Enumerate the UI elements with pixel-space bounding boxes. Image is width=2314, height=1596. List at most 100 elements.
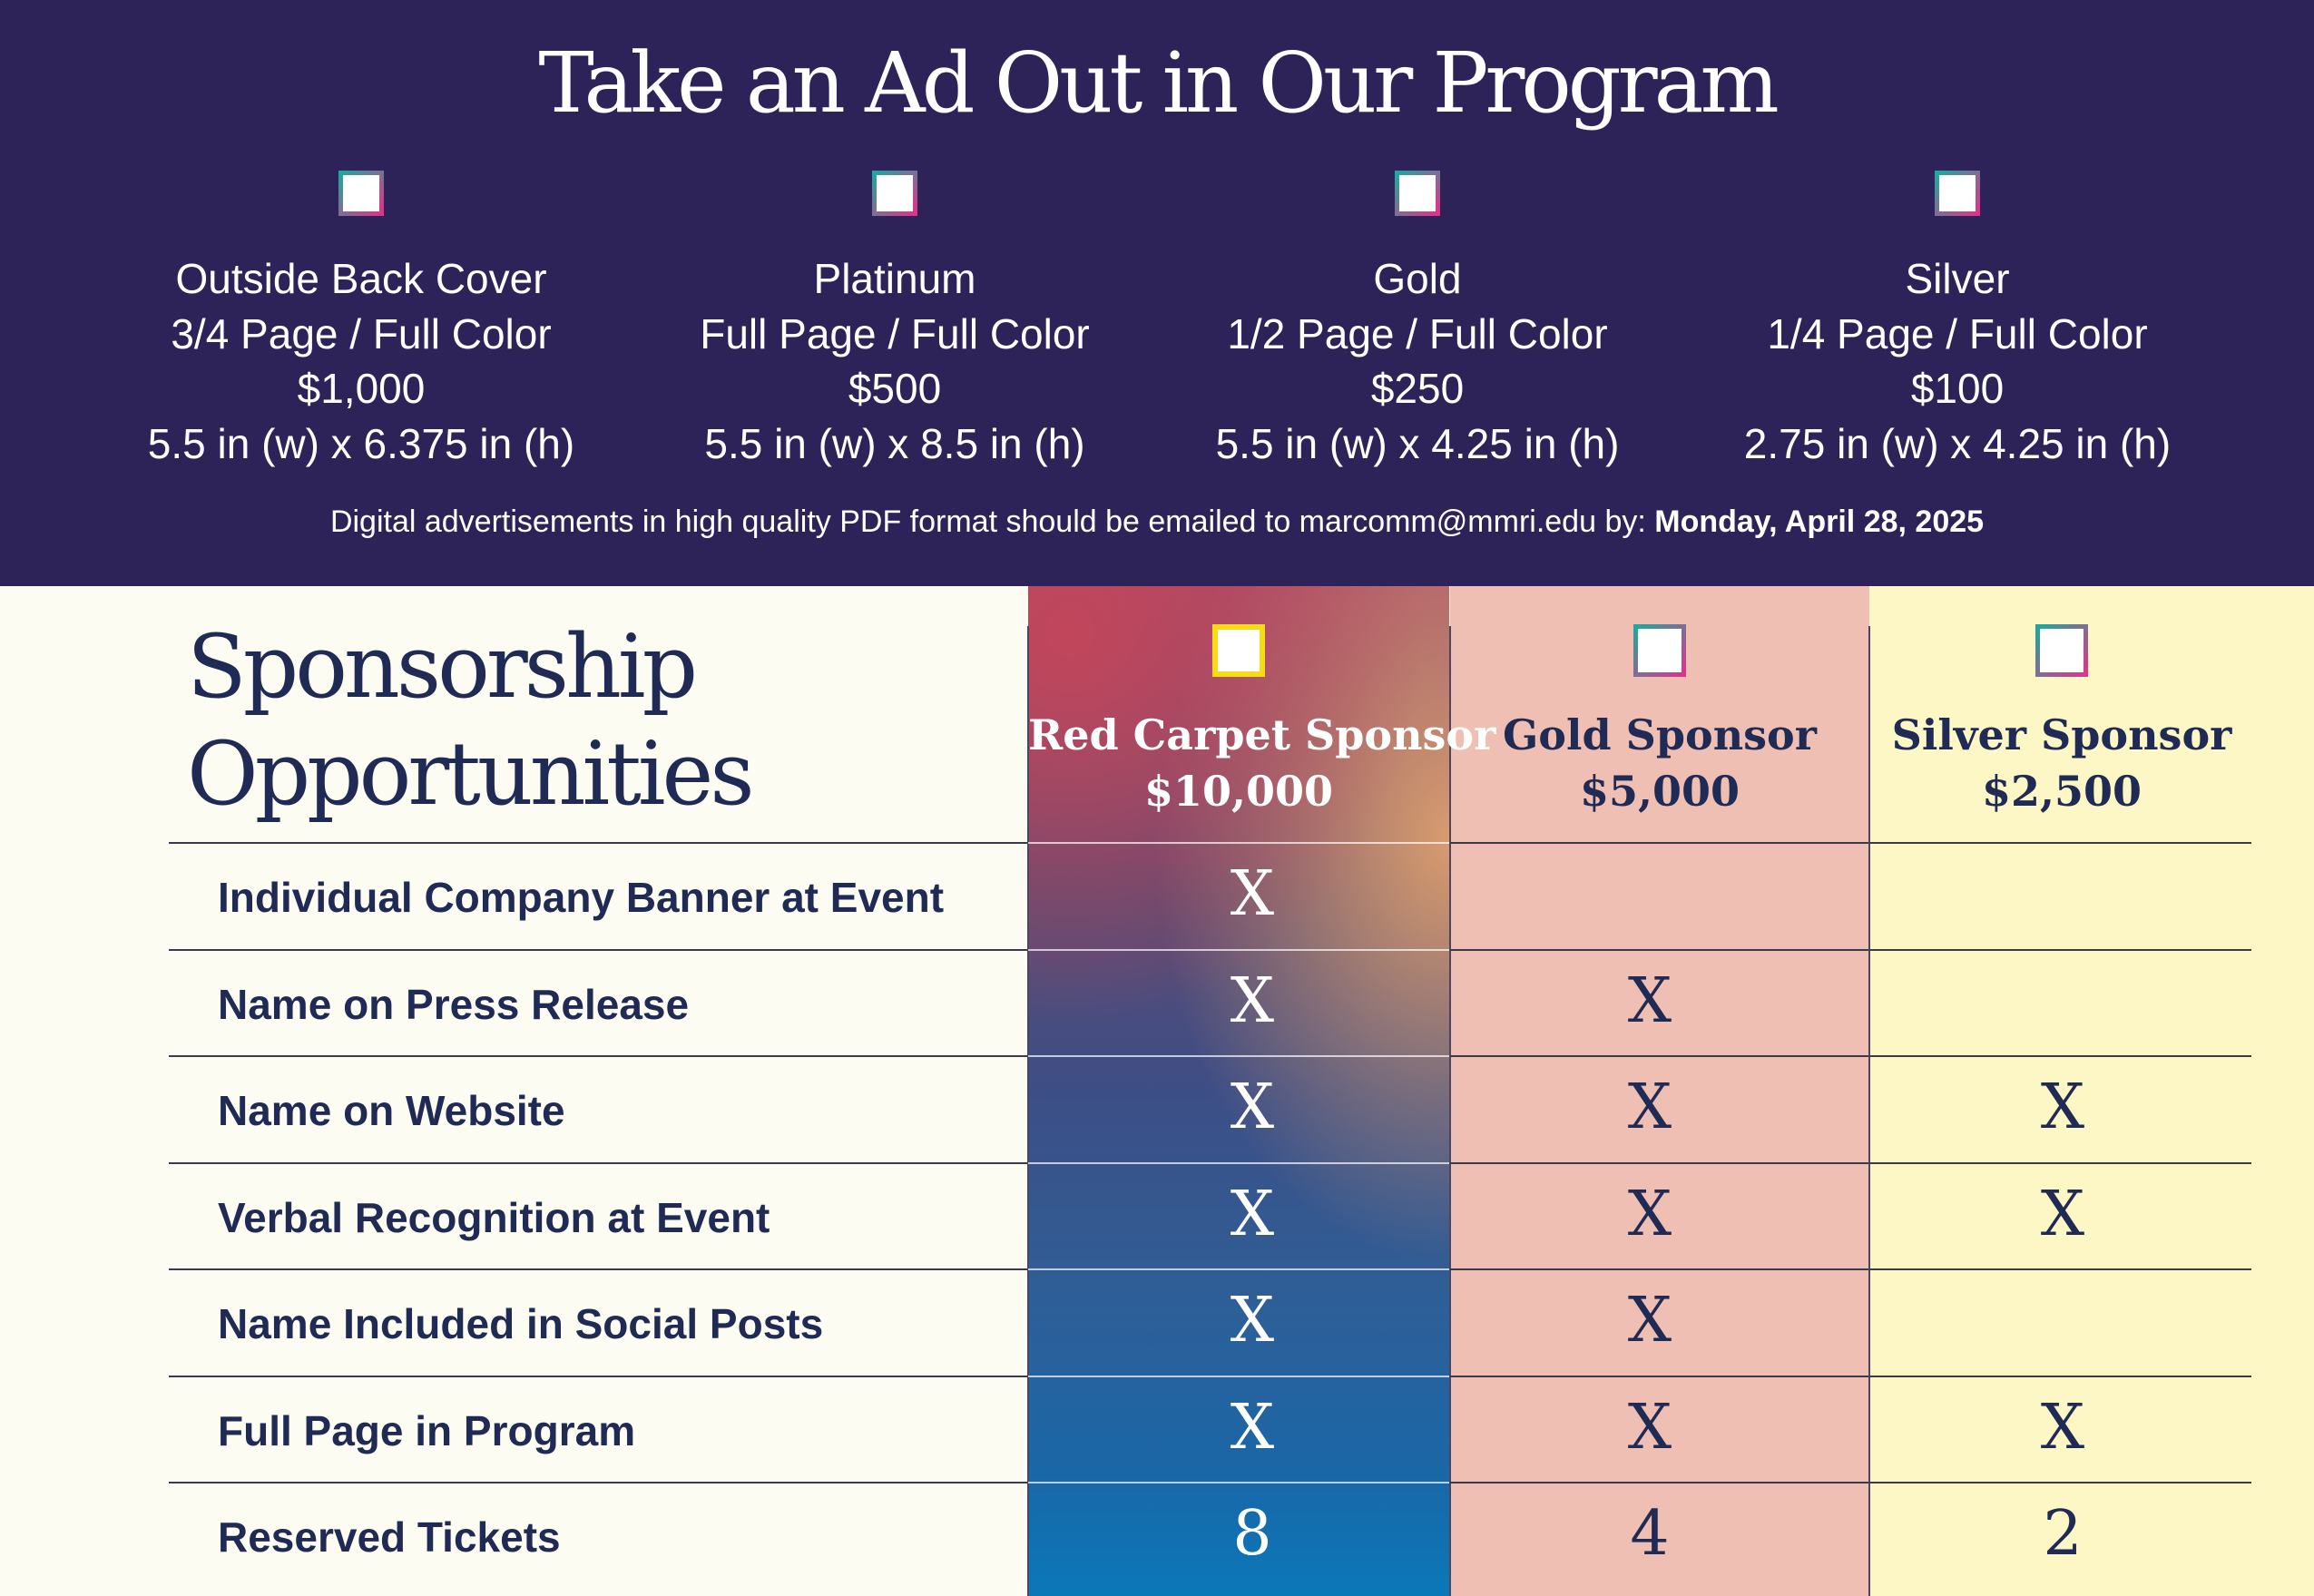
row-divider [169,1055,1027,1057]
benefit-cell: X [1627,1178,1672,1250]
benefit-cell: 8 [1232,1498,1272,1570]
ad-option-size: Full Page / Full Color [700,309,1090,357]
row-divider [1869,948,2251,951]
submission-note-text: Digital advertisements in high quality P… [329,504,1655,539]
submission-deadline: Monday, April 28, 2025 [1654,504,1985,539]
benefit-label: Verbal Recognition at Event [218,1193,770,1241]
row-divider [169,1375,1027,1377]
benefit-cell: 2 [2043,1498,2083,1570]
ad-option-silver: Silver 1/4 Page / Full Color $100 2.75 i… [1703,171,2211,471]
row-divider [1450,1161,1868,1164]
benefit-cell: X [1627,964,1672,1037]
row-divider [169,1161,1027,1164]
ad-option-checkbox[interactable] [1935,171,1980,216]
benefit-cell: X [1230,858,1275,930]
benefit-cell: X [1627,1391,1672,1464]
benefit-cell: X [1627,1285,1672,1356]
row-divider [1028,1161,1449,1164]
row-divider [1869,1375,2251,1377]
row-divider [1028,948,1449,951]
ad-option-name: Outside Back Cover [175,255,547,302]
ad-option-checkbox[interactable] [338,171,384,216]
ad-option-size: 3/4 Page / Full Color [171,309,552,357]
benefit-cell: X [1230,1285,1275,1356]
benefit-cell: X [1230,1178,1275,1250]
ad-section-title: Take an Ad Out in Our Program [538,34,1779,132]
row-divider [1028,1375,1449,1377]
ad-option-gold: Gold 1/2 Page / Full Color $250 5.5 in (… [1163,171,1672,471]
benefit-cell: X [1230,1072,1275,1143]
ad-option-dimensions: 5.5 in (w) x 8.5 in (h) [704,419,1085,467]
column-divider [1449,626,1451,1596]
silver-column [1869,586,2314,1596]
submission-note: Digital advertisements in high quality P… [0,504,2314,540]
benefit-cell: X [2040,1072,2085,1143]
ad-option-platinum: Platinum Full Page / Full Color $500 5.5… [641,171,1149,471]
tier-checkbox[interactable] [1633,624,1686,677]
row-divider [1450,1375,1868,1377]
row-divider [1450,1268,1868,1270]
tier-name: Red Carpet Sponsor [1028,710,1496,759]
ad-option-size: 1/4 Page / Full Color [1767,309,2148,357]
ad-option-name: Gold [1373,255,1462,302]
row-divider [1869,1268,2251,1270]
ad-option-price: $100 [1910,365,2005,412]
tier-name: Silver Sponsor [1891,710,2232,759]
tier-red-carpet: Red Carpet Sponsor $10,000 [1028,624,1496,819]
row-divider [1028,1268,1449,1270]
benefit-label: Full Page in Program [218,1406,636,1454]
tier-checkbox[interactable] [2035,624,2088,677]
benefit-cell: X [1230,1391,1275,1464]
tier-name: Gold Sponsor [1503,710,1817,759]
benefit-cell: 4 [1630,1498,1670,1570]
red-carpet-column [1028,586,1449,1596]
column-divider [1868,626,1870,1596]
row-divider [1028,1482,1449,1483]
row-divider [1869,1055,2251,1057]
benefit-label: Individual Company Banner at Event [218,874,945,921]
tier-checkbox[interactable] [1212,624,1265,677]
ad-option-checkbox[interactable] [1395,171,1440,216]
tier-price: $2,500 [1981,767,2142,816]
benefit-label: Name on Website [218,1087,565,1134]
ad-option-dimensions: 2.75 in (w) x 4.25 in (h) [1743,419,2172,467]
row-divider [1450,1482,1868,1483]
row-divider [169,948,1027,951]
ad-option-name: Silver [1905,255,2010,302]
row-divider [1450,948,1868,951]
ad-section: Take an Ad Out in Our Program Outside Ba… [0,0,2314,586]
tier-price: $5,000 [1579,767,1740,816]
row-divider [169,1482,1027,1483]
row-divider [1869,1482,2251,1483]
ad-option-dimensions: 5.5 in (w) x 4.25 in (h) [1215,419,1620,467]
row-divider [169,842,1027,844]
row-divider [1028,1055,1449,1057]
benefit-cell: X [1230,964,1275,1037]
column-divider [1027,626,1029,1596]
benefit-cell: X [1627,1072,1672,1143]
ad-option-price: $500 [848,365,942,412]
ad-option-checkbox[interactable] [872,171,917,216]
sponsorship-title-line1: Sponsorship [187,616,698,718]
sponsorship-title: Sponsorship Opportunities [187,613,755,827]
benefit-label: Reserved Tickets [218,1513,561,1561]
ad-option-name: Platinum [813,255,976,302]
ad-option-price: $1,000 [297,365,426,412]
row-divider [1450,1055,1868,1057]
benefit-cell: X [2040,1391,2085,1464]
tier-silver: Silver Sponsor $2,500 [1869,624,2254,819]
benefit-label: Name Included in Social Posts [218,1300,824,1347]
ad-option-dimensions: 5.5 in (w) x 6.375 in (h) [147,419,575,467]
row-divider [1028,842,1449,844]
ad-option-price: $250 [1370,365,1465,412]
tier-price: $10,000 [1143,767,1334,816]
row-divider [1450,842,1868,844]
ad-option-size: 1/2 Page / Full Color [1227,309,1608,357]
benefit-cell: X [2040,1178,2085,1250]
tier-gold: Gold Sponsor $5,000 [1450,624,1869,819]
sponsorship-title-line2: Opportunities [187,723,755,825]
row-divider [169,1268,1027,1270]
row-divider [1869,1161,2251,1164]
benefit-label: Name on Press Release [218,980,690,1028]
row-divider [1869,842,2251,844]
